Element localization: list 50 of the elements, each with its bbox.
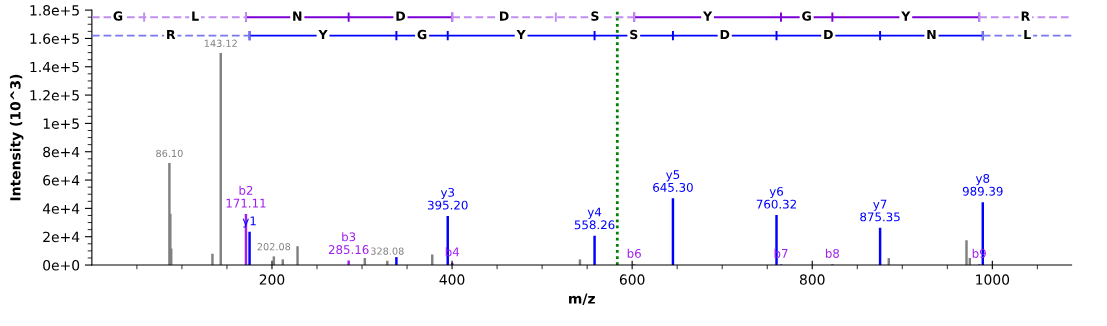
annotation: G [802, 11, 811, 21]
y-tick-label: 4e+4 [42, 203, 80, 214]
annotation: Y [516, 29, 526, 40]
annotation: 328.08 [371, 247, 404, 255]
annotation: D [720, 29, 730, 40]
annotation: 86.10 [156, 149, 183, 158]
data-label: b6 [627, 248, 641, 258]
annotation: S [591, 11, 599, 21]
data-label: y4 558.26 [574, 207, 615, 230]
x-tick-label: 400 [439, 274, 465, 285]
y-tick-label: 8e+4 [43, 146, 80, 158]
y-tick-label: 1.4e+5 [30, 61, 79, 73]
annotation: D [499, 11, 509, 21]
y-tick-label: 1.6e+5 [30, 33, 79, 44]
annotation: L [192, 11, 199, 21]
y-tick-label: 6e+4 [43, 175, 80, 186]
y-axis-title: Intensity (10^3) [9, 74, 24, 201]
data-label: b8 [825, 248, 840, 258]
annotation: Y [318, 29, 328, 40]
annotation: Y [901, 11, 911, 21]
x-tick-label: 1000 [976, 274, 1010, 285]
annotation: R [1021, 11, 1030, 21]
x-tick-label: 800 [799, 274, 825, 285]
data-label: b3 285.16 [328, 232, 369, 255]
data-label: y8 989.39 [962, 174, 1003, 196]
annotation: 143.12 [204, 39, 237, 47]
x-tick-label: 600 [619, 274, 645, 285]
y-tick-label: 1.8e+5 [30, 5, 79, 16]
x-axis-title: m/z [569, 293, 595, 305]
data-label: y6 760.32 [756, 186, 796, 209]
data-label: y7 875.35 [860, 199, 900, 222]
x-tick-label: 200 [259, 274, 285, 285]
annotation: N [927, 29, 936, 40]
annotation: D [396, 11, 405, 21]
y-tick-label: 1e+5 [43, 118, 79, 129]
data-label: b2 171.11 [226, 185, 266, 208]
annotation: 202.08 [257, 242, 291, 251]
annotation: N [293, 11, 302, 21]
annotation: L [1024, 29, 1031, 40]
y-tick-label: 0e+0 [43, 260, 80, 271]
annotation: D [824, 29, 833, 40]
annotation: G [113, 11, 123, 21]
y-tick-label: 1.2e+5 [30, 90, 79, 101]
y-tick-label: 2e+4 [43, 231, 80, 243]
annotation: Y [702, 11, 713, 21]
annotation: S [630, 29, 638, 40]
data-label: y5 645.30 [653, 170, 693, 192]
annotation: G [417, 29, 427, 40]
annotation: R [167, 29, 176, 40]
data-label: y3 395.20 [427, 187, 468, 210]
